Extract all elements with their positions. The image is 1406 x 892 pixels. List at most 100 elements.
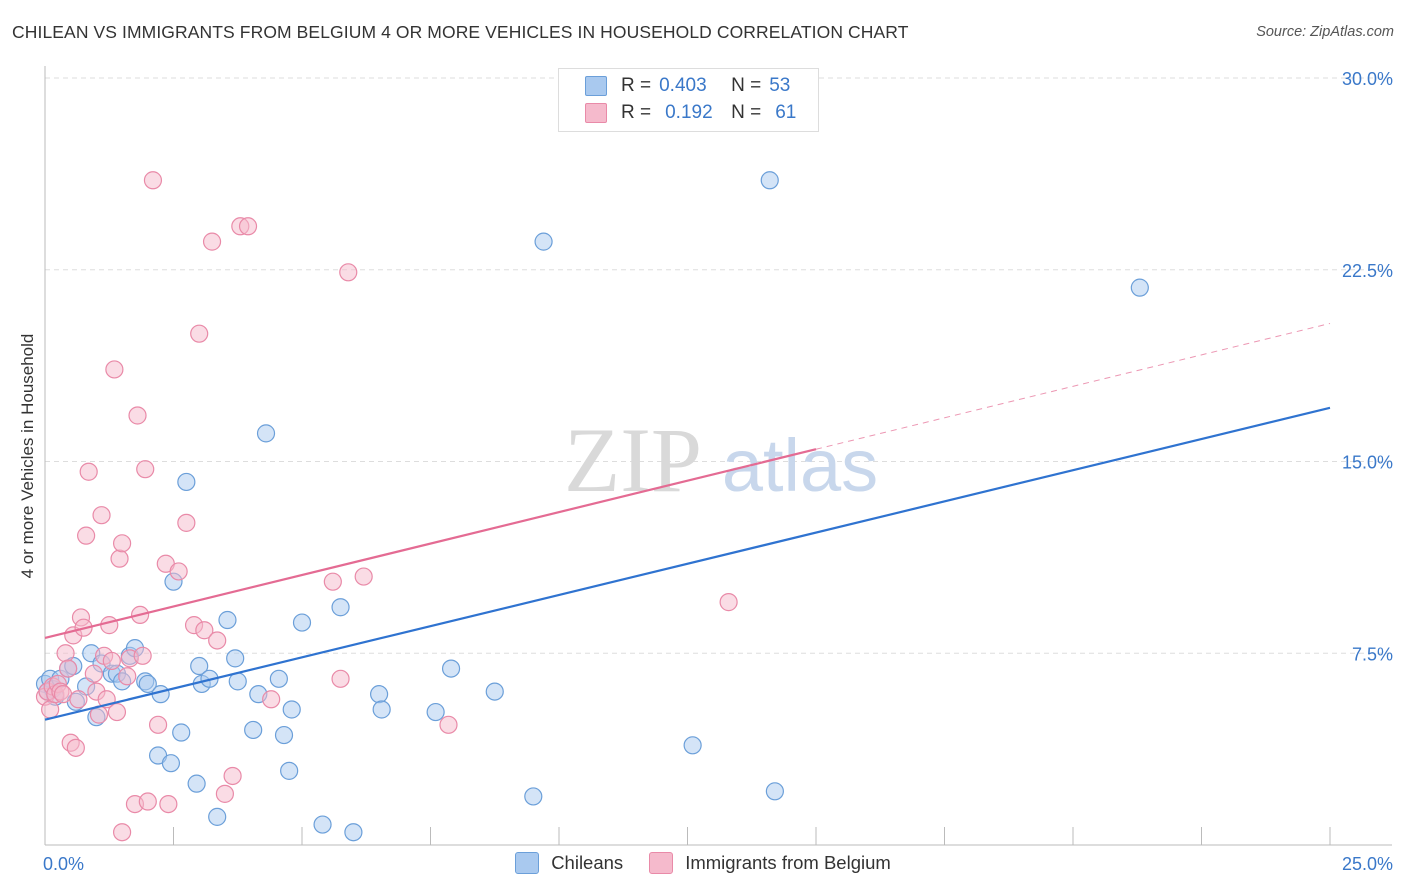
data-point-belgium [92, 506, 111, 525]
data-point-chileans [226, 649, 245, 668]
data-point-belgium [195, 621, 214, 640]
data-point-belgium [159, 794, 178, 814]
data-point-belgium [136, 460, 155, 479]
data-point-belgium [69, 690, 88, 709]
data-point-belgium [102, 651, 121, 671]
data-point-chileans [208, 807, 227, 826]
data-point-belgium [66, 738, 85, 757]
data-point-belgium [79, 462, 98, 481]
x-tick-label: 25.0% [1342, 854, 1393, 874]
legend-r-value: 0.192 [665, 102, 713, 123]
data-point-belgium [223, 766, 242, 786]
data-point-belgium [202, 232, 222, 251]
data-point-belgium [719, 593, 738, 612]
data-point-belgium [84, 664, 103, 683]
source-label: Source: ZipAtlas.com [1256, 24, 1394, 40]
data-point-belgium [262, 690, 281, 709]
data-point-belgium [323, 572, 342, 591]
y-tick-label: 7.5% [1352, 644, 1393, 664]
data-point-chileans [534, 232, 553, 251]
data-point-chileans [331, 598, 350, 617]
data-point-belgium [215, 784, 234, 803]
trend-line-extension-belgium [815, 322, 1331, 450]
data-point-belgium [112, 534, 132, 553]
data-point-belgium [138, 792, 157, 811]
data-point-belgium [439, 715, 458, 734]
data-point-chileans [187, 774, 206, 793]
legend-swatch-blue [515, 852, 540, 874]
data-point-chileans [370, 685, 389, 704]
data-point-chileans [244, 720, 263, 740]
legend-n-label: N = [731, 75, 762, 96]
legend-swatch-blue [585, 76, 607, 96]
y-axis-title: 4 or more Vehicles in Household [18, 333, 37, 579]
legend-n-label: N = [731, 102, 762, 123]
data-point-chileans [683, 736, 702, 755]
data-point-belgium [110, 549, 129, 568]
data-point-belgium [107, 702, 127, 722]
data-point-chileans [441, 659, 461, 678]
data-point-belgium [339, 263, 358, 282]
data-point-belgium [331, 669, 350, 688]
data-point-chileans [426, 702, 445, 722]
y-tick-label: 22.5% [1342, 261, 1393, 281]
data-point-chileans [760, 171, 779, 190]
correlation-legend: R = 0.403 N = 53 R = 0.192 N = 61 [558, 68, 819, 132]
data-point-chileans [218, 610, 237, 630]
data-point-belgium [143, 171, 163, 190]
data-point-belgium [354, 567, 373, 586]
series-legend: Chileans Immigrants from Belgium [0, 852, 1406, 874]
data-point-belgium [59, 659, 78, 678]
trend-line-belgium [44, 448, 817, 639]
data-point-belgium [118, 667, 137, 686]
legend-item-chileans[interactable]: Chileans [515, 852, 623, 874]
legend-label: Immigrants from Belgium [685, 852, 891, 873]
data-point-belgium [105, 360, 124, 379]
data-point-chileans [190, 656, 209, 676]
legend-swatch-pink [649, 852, 674, 874]
data-point-belgium [77, 526, 96, 545]
watermark: ZIP atlas [564, 409, 878, 511]
data-point-chileans [177, 472, 196, 492]
data-point-chileans [282, 700, 301, 719]
data-point-belgium [41, 700, 60, 719]
tick-labels: 7.5% 15.0% 22.5% 30.0% 0.0% 25.0% [43, 69, 1393, 874]
data-point-chileans [269, 669, 288, 688]
data-point-belgium [190, 324, 209, 343]
trend-layer [44, 322, 1331, 721]
data-point-belgium [128, 406, 147, 425]
legend-label: Chileans [551, 852, 624, 873]
legend-swatch-pink [585, 103, 607, 123]
data-point-chileans [313, 815, 332, 834]
data-point-belgium [112, 823, 132, 842]
data-point-chileans [344, 823, 363, 842]
data-point-chileans [524, 787, 543, 806]
data-point-belgium [148, 715, 168, 734]
data-point-belgium [208, 631, 227, 650]
chart-title: CHILEAN VS IMMIGRANTS FROM BELGIUM 4 OR … [12, 22, 909, 42]
legend-row-belgium: R = 0.192 N = 61 [585, 101, 796, 125]
data-point-chileans [161, 754, 181, 773]
data-point-chileans [1130, 278, 1149, 297]
data-point-belgium [53, 685, 73, 704]
data-point-chileans [765, 782, 784, 801]
y-tick-label: 15.0% [1342, 453, 1393, 473]
legend-row-chileans: R = 0.403 N = 53 [585, 74, 790, 98]
legend-item-belgium[interactable]: Immigrants from Belgium [649, 852, 891, 874]
y-tick-label: 30.0% [1342, 69, 1393, 89]
data-point-belgium [100, 616, 119, 635]
data-point-chileans [138, 674, 157, 694]
data-point-chileans [256, 424, 276, 443]
data-point-chileans [274, 725, 294, 745]
data-point-chileans [292, 613, 312, 632]
trend-line-chileans [44, 406, 1331, 721]
legend-n-value: 61 [775, 102, 797, 123]
data-point-chileans [172, 723, 191, 742]
legend-r-label: R = [621, 102, 652, 123]
data-point-belgium [56, 644, 75, 663]
data-point-chileans [485, 682, 504, 701]
legend-r-value: 0.403 [659, 75, 707, 96]
legend-n-value: 53 [769, 75, 791, 96]
watermark-zip: ZIP [564, 409, 702, 511]
